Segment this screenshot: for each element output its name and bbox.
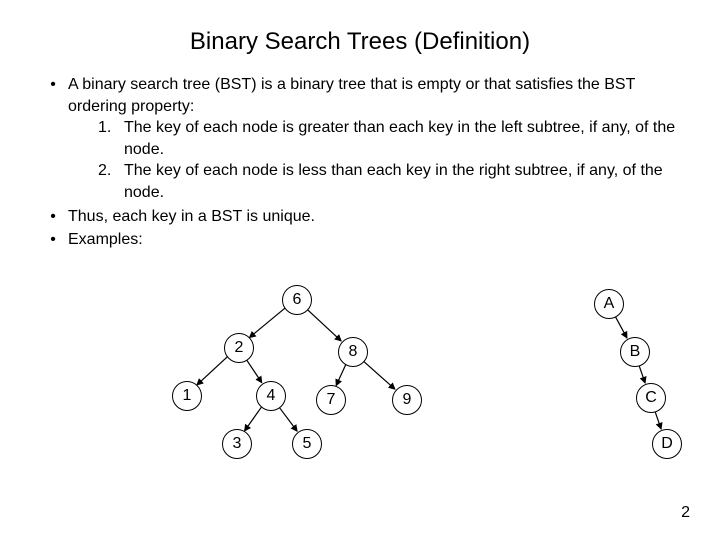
bullet-marker: • — [38, 206, 68, 228]
sub-1-num: 1. — [98, 117, 124, 160]
tree1-node-6: 6 — [282, 285, 312, 315]
tree1-node-7: 7 — [316, 385, 346, 415]
page-title: Binary Search Trees (Definition) — [0, 0, 720, 56]
sub-2-num: 2. — [98, 160, 124, 203]
tree1-node-9: 9 — [392, 385, 422, 415]
tree1-node-8: 8 — [338, 337, 368, 367]
sub-2: 2. The key of each node is less than eac… — [68, 160, 682, 203]
content-body: • A binary search tree (BST) is a binary… — [0, 56, 720, 251]
sub-1-text: The key of each node is greater than eac… — [124, 117, 682, 160]
bullet-1: • A binary search tree (BST) is a binary… — [38, 74, 682, 204]
tree2-node-D: D — [652, 429, 682, 459]
bullet-1-intro: A binary search tree (BST) is a binary t… — [68, 76, 635, 115]
tree1-edge — [246, 359, 262, 383]
tree2-node-A: A — [594, 289, 624, 319]
bullet-marker: • — [38, 74, 68, 204]
tree1-node-3: 3 — [222, 429, 252, 459]
bullet-2-text: Thus, each key in a BST is unique. — [68, 206, 682, 228]
tree2-edge — [639, 364, 645, 383]
tree2-edge — [615, 315, 627, 338]
tree2-node-C: C — [636, 383, 666, 413]
tree2-node-B: B — [620, 337, 650, 367]
tree1-node-4: 4 — [256, 381, 286, 411]
tree1-edge — [362, 360, 394, 389]
bullet-marker: • — [38, 229, 68, 251]
page-number: 2 — [681, 504, 690, 522]
tree2-edge — [655, 410, 661, 429]
diagram-area: 628147935ABCD — [0, 285, 720, 505]
sub-1: 1. The key of each node is greater than … — [68, 117, 682, 160]
bullet-3: • Examples: — [38, 229, 682, 251]
bullet-2: • Thus, each key in a BST is unique. — [38, 206, 682, 228]
tree1-edge — [245, 406, 262, 430]
tree1-node-5: 5 — [292, 429, 322, 459]
tree1-edge — [278, 406, 297, 431]
tree1-edge — [197, 356, 228, 384]
tree1-node-2: 2 — [224, 333, 254, 363]
sub-2-text: The key of each node is less than each k… — [124, 160, 682, 203]
tree1-edge — [306, 309, 341, 341]
tree1-edge — [336, 364, 346, 386]
tree1-node-1: 1 — [172, 381, 202, 411]
bullet-1-text: A binary search tree (BST) is a binary t… — [68, 74, 682, 204]
bullet-3-text: Examples: — [68, 229, 682, 251]
tree1-edge — [250, 308, 286, 338]
